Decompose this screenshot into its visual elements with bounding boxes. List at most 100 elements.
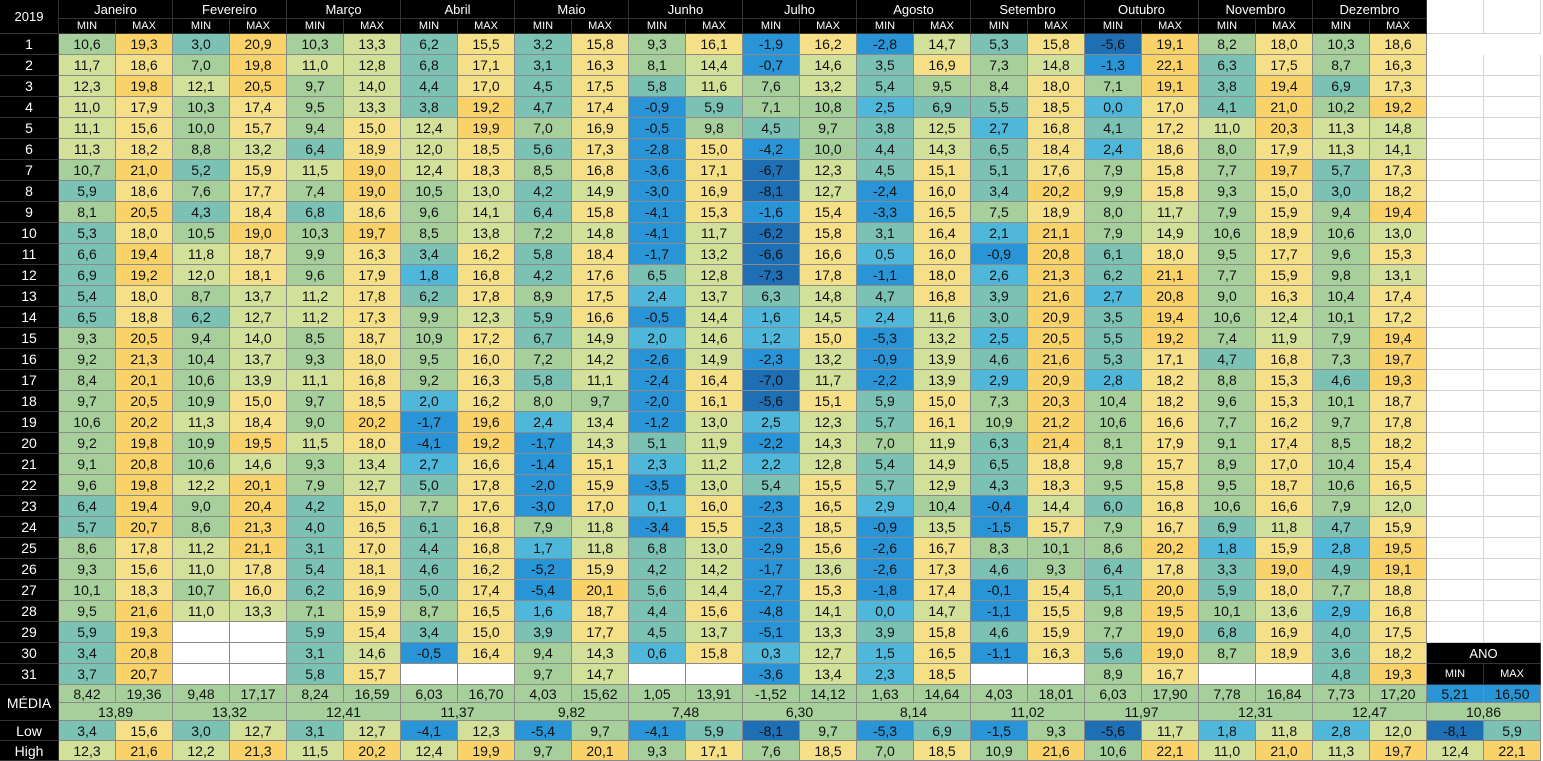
media-avg[interactable]: 11,97	[1085, 703, 1199, 721]
cell-max[interactable]: 20,5	[116, 202, 173, 223]
cell-min[interactable]: -3,0	[515, 496, 572, 517]
cell-min[interactable]: 8,5	[401, 223, 458, 244]
media-min[interactable]: 4,03	[971, 685, 1028, 703]
cell-min[interactable]: 4,4	[401, 76, 458, 97]
cell-max[interactable]: 15,1	[572, 454, 629, 475]
cell-min[interactable]: 8,5	[1313, 433, 1370, 454]
cell-min[interactable]: 9,9	[1085, 181, 1142, 202]
cell-max[interactable]: 14,7	[914, 34, 971, 55]
cell-min[interactable]: -0,9	[857, 517, 914, 538]
cell-max[interactable]: 13,8	[458, 223, 515, 244]
cell-max[interactable]: 18,8	[116, 307, 173, 328]
cell-max[interactable]: 19,8	[230, 55, 287, 76]
cell-min[interactable]: -1,8	[857, 580, 914, 601]
cell-max[interactable]: 19,5	[1370, 538, 1427, 559]
cell-max[interactable]: 18,0	[344, 349, 401, 370]
empty-cell[interactable]	[1484, 622, 1541, 643]
high-min[interactable]: 7,0	[857, 741, 914, 761]
empty-cell[interactable]	[1484, 517, 1541, 538]
cell-max[interactable]: 18,3	[116, 580, 173, 601]
cell-min[interactable]: -5,6	[743, 391, 800, 412]
cell-max[interactable]: 16,2	[458, 391, 515, 412]
cell-min[interactable]: -0,5	[629, 307, 686, 328]
cell-max[interactable]: 15,9	[1256, 538, 1313, 559]
cell-max[interactable]: 15,9	[572, 475, 629, 496]
cell-max[interactable]: 15,7	[1028, 517, 1085, 538]
cell-min[interactable]: 7,1	[287, 601, 344, 622]
cell-max[interactable]: 14,9	[572, 328, 629, 349]
cell-max[interactable]: 15,8	[686, 643, 743, 664]
low-min[interactable]: -5,3	[857, 721, 914, 741]
cell-max[interactable]: 20,5	[1028, 328, 1085, 349]
cell-max[interactable]: 13,2	[686, 244, 743, 265]
cell-max[interactable]: 14,7	[572, 664, 629, 685]
cell-min[interactable]: 10,9	[173, 433, 230, 454]
cell-min[interactable]: 11,3	[59, 139, 116, 160]
cell-max[interactable]: 17,8	[344, 286, 401, 307]
cell-min[interactable]: 11,1	[59, 118, 116, 139]
high-min[interactable]: 9,7	[515, 741, 572, 761]
cell-min[interactable]: 4,3	[173, 202, 230, 223]
empty-cell[interactable]	[1484, 76, 1541, 97]
cell-min[interactable]: -1,1	[971, 601, 1028, 622]
cell-max[interactable]: 11,9	[914, 433, 971, 454]
cell-max[interactable]: 16,7	[1142, 517, 1199, 538]
cell-max[interactable]: 16,2	[458, 244, 515, 265]
cell-min[interactable]: -5,3	[857, 328, 914, 349]
cell-min[interactable]: -1,1	[971, 643, 1028, 664]
cell-min[interactable]: 7,9	[1085, 517, 1142, 538]
cell-max[interactable]: 14,3	[800, 433, 857, 454]
empty-cell[interactable]	[1427, 622, 1484, 643]
cell-max[interactable]: 15,7	[1142, 454, 1199, 475]
cell-min[interactable]: 10,1	[1313, 391, 1370, 412]
cell-max[interactable]: 15,0	[230, 391, 287, 412]
cell-max[interactable]: 18,4	[1028, 139, 1085, 160]
cell-min[interactable]: 9,7	[59, 391, 116, 412]
cell-max[interactable]: 14,1	[1370, 139, 1427, 160]
cell-max[interactable]: 16,0	[914, 244, 971, 265]
cell-max[interactable]: 16,4	[686, 370, 743, 391]
low-min[interactable]: 1,8	[1199, 721, 1256, 741]
cell-max[interactable]: 14,6	[686, 328, 743, 349]
cell-min[interactable]: 6,8	[401, 55, 458, 76]
cell-max[interactable]: 16,8	[914, 286, 971, 307]
cell-min[interactable]: 3,1	[287, 643, 344, 664]
cell-max[interactable]: 11,9	[686, 433, 743, 454]
cell-max[interactable]: 20,7	[116, 517, 173, 538]
cell-max[interactable]: 21,4	[1028, 433, 1085, 454]
empty-cell[interactable]	[1427, 55, 1484, 76]
cell-max[interactable]: 16,1	[686, 391, 743, 412]
cell-min[interactable]: 5,8	[629, 76, 686, 97]
cell-max[interactable]: 13,6	[1256, 601, 1313, 622]
cell-max[interactable]: 13,0	[686, 538, 743, 559]
cell-max[interactable]: 19,3	[1370, 664, 1427, 685]
cell-max[interactable]: 11,7	[1142, 202, 1199, 223]
cell-max[interactable]: 18,5	[458, 139, 515, 160]
cell-max[interactable]: 17,4	[458, 580, 515, 601]
cell-max[interactable]	[230, 664, 287, 685]
cell-min[interactable]: 12,4	[401, 118, 458, 139]
empty-cell[interactable]	[1484, 475, 1541, 496]
cell-max[interactable]: 13,2	[914, 328, 971, 349]
cell-min[interactable]: -2,3	[743, 349, 800, 370]
high-min[interactable]: 11,5	[287, 741, 344, 761]
cell-min[interactable]: 6,3	[743, 286, 800, 307]
cell-min[interactable]: 2,8	[1313, 538, 1370, 559]
cell-max[interactable]: 20,3	[1028, 391, 1085, 412]
media-min[interactable]: 7,73	[1313, 685, 1370, 703]
cell-max[interactable]: 14,6	[344, 643, 401, 664]
cell-max[interactable]: 14,2	[686, 559, 743, 580]
cell-min[interactable]: 5,3	[59, 223, 116, 244]
cell-max[interactable]: 12,7	[344, 475, 401, 496]
low-min[interactable]: -5,4	[515, 721, 572, 741]
cell-max[interactable]: 21,3	[116, 349, 173, 370]
media-avg[interactable]: 13,89	[59, 703, 173, 721]
cell-max[interactable]: 17,7	[572, 622, 629, 643]
cell-max[interactable]: 18,2	[1370, 643, 1427, 664]
cell-min[interactable]: 5,4	[59, 286, 116, 307]
cell-max[interactable]: 13,9	[914, 349, 971, 370]
cell-min[interactable]: 9,8	[1085, 454, 1142, 475]
cell-min[interactable]: 10,6	[1199, 223, 1256, 244]
cell-max[interactable]: 16,7	[914, 538, 971, 559]
cell-min[interactable]: 9,1	[59, 454, 116, 475]
